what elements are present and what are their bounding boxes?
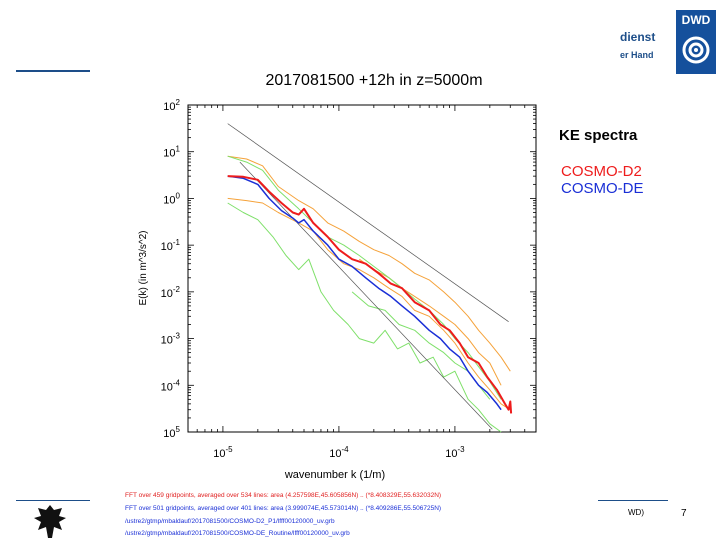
page-number: 7 [681,508,687,519]
y-tick-label: 10-2 [161,285,181,300]
footer-text-fragment: WD) [628,508,644,517]
footnote-d2-fft: FFT over 459 gridpoints, averaged over 5… [125,492,442,499]
legend-heading: KE spectra [559,127,638,144]
footnote-de-fft: FFT over 501 gridpoints, averaged over 4… [125,505,442,512]
slide-header-rule [16,70,90,72]
y-tick-label: 10-1 [161,238,181,253]
series-line-8 [227,123,509,322]
series-line-3 [227,197,511,411]
dwd-logo: DWD [676,10,716,74]
dwd-logo-label: DWD [681,13,711,27]
series-line-5 [227,155,502,400]
y-tick-label: 100 [163,191,180,206]
y-tick-label: 101 [163,145,180,160]
y-tick-label: 10-4 [161,378,181,393]
series-line-2 [227,155,511,372]
footer-rule-left [16,500,90,501]
series-line-6 [227,202,502,433]
y-tick-label: 105 [163,425,180,440]
org-name-fragment: dienst [620,30,656,44]
series-line-7 [351,291,491,400]
series-layer [227,123,513,433]
y-axis-label: E(k) (in m^3/s^2) [138,231,149,306]
y-tick-label: 10-3 [161,332,181,347]
swirl-icon [682,36,710,64]
footnote-d2-path: /ustre2/gtmp/mbaldauf/2017081500/COSMO-D… [125,518,335,525]
footer-rule-right [598,500,668,501]
x-tick-label: 10-5 [213,445,233,460]
legend-cosmo-d2: COSMO-D2 [561,163,642,180]
chart-title: 2017081500 +12h in z=5000m [265,72,482,89]
y-tick-label: 102 [163,98,180,113]
org-slogan-fragment: er Hand [620,50,654,60]
footnote-de-path: /ustre2/gtmp/mbaldauf/2017081500/COSMO-D… [125,530,350,537]
legend-cosmo-de: COSMO-DE [561,180,644,197]
series-line-1 [227,175,502,411]
x-tick-label: 10-3 [445,445,465,460]
eagle-emblem-icon [34,505,66,538]
x-tick-label: 10-4 [329,445,349,460]
axis-layer: 10-5 10-4 10-3 102 101 100 10-1 10-2 10-3 10-4 105 [161,98,536,460]
plot-frame [187,104,537,433]
series-line-0 [227,175,513,414]
x-axis-label: wavenumber k (1/m) [284,469,385,481]
series-line-9 [239,161,493,430]
